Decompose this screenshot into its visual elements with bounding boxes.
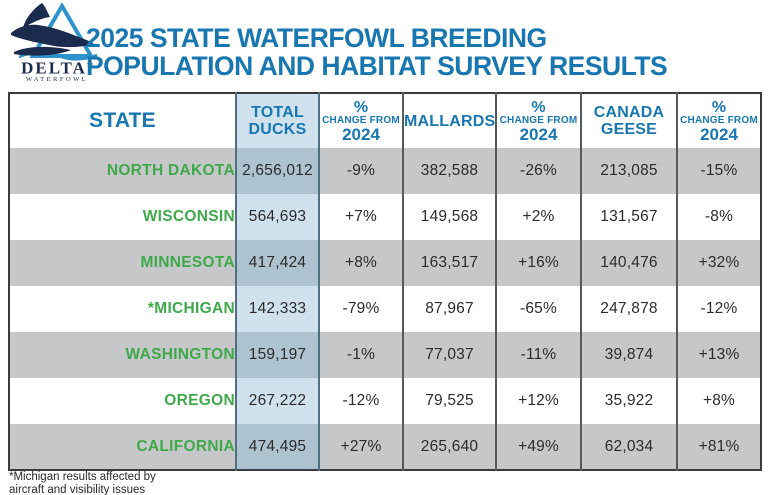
state-name: WASHINGTON: [9, 332, 236, 378]
geese-pct-change: -8%: [676, 194, 761, 240]
total-ducks-pct-change: +27%: [318, 424, 403, 470]
total-ducks-pct-change: -9%: [318, 148, 403, 194]
canada-geese-value: 35,922: [580, 378, 677, 424]
column-header-ducks-pct-change: % CHANGE FROM 2024: [318, 93, 403, 148]
mallards-value: 149,568: [402, 194, 496, 240]
mallards-pct-change: -11%: [495, 332, 581, 378]
table-row-washington: WASHINGTON 159,197 -1% 77,037 -11% 39,87…: [9, 332, 761, 378]
column-header-mallards-pct-change: % CHANGE FROM 2024: [495, 93, 581, 148]
mallards-value: 79,525: [402, 378, 496, 424]
mallards-value: 382,588: [402, 148, 496, 194]
state-name: NORTH DAKOTA: [9, 148, 236, 194]
total-ducks-value: 267,222: [235, 378, 320, 424]
total-ducks-value: 417,424: [235, 240, 320, 286]
header-row: STATE TOTAL DUCKS % CHANGE FROM 2024 MAL…: [9, 93, 761, 148]
total-ducks-value: 159,197: [235, 332, 320, 378]
geese-pct-change: -12%: [676, 286, 761, 332]
table-row-michigan: *MICHIGAN 142,333 -79% 87,967 -65% 247,8…: [9, 286, 761, 332]
logo-tagline: WATERFOWL: [25, 75, 89, 83]
table-row-wisconsin: WISCONSIN 564,693 +7% 149,568 +2% 131,56…: [9, 194, 761, 240]
table-row-oregon: OREGON 267,222 -12% 79,525 +12% 35,922 +…: [9, 378, 761, 424]
column-header-geese-pct-change: % CHANGE FROM 2024: [676, 93, 761, 148]
total-ducks-value: 474,495: [235, 424, 320, 470]
geese-pct-change: +32%: [676, 240, 761, 286]
state-name: WISCONSIN: [142, 208, 235, 225]
canada-geese-value: 247,878: [580, 286, 677, 332]
page-title: 2025 STATE WATERFOWL BREEDING POPULATION…: [86, 23, 668, 81]
geese-pct-change: +8%: [676, 378, 761, 424]
footnote-line-1: *Michigan results affected by: [9, 471, 156, 483]
canada-geese-value: 140,476: [580, 240, 677, 286]
mallards-pct-change: -65%: [495, 286, 581, 332]
canada-geese-value: 39,874: [580, 332, 677, 378]
mallards-pct-change: +16%: [495, 240, 581, 286]
total-ducks-pct-change: -12%: [318, 378, 403, 424]
canada-geese-value: 62,034: [580, 424, 677, 470]
mallards-value: 77,037: [402, 332, 496, 378]
mallards-pct-change: +2%: [495, 194, 581, 240]
column-header-canada-geese: CANADA GEESE: [580, 93, 677, 148]
trademark-symbol: ™: [86, 63, 93, 69]
title-line-2: POPULATION AND HABITAT SURVEY RESULTS: [86, 51, 668, 81]
mallards-pct-change: -26%: [495, 148, 581, 194]
total-ducks-value: 142,333: [235, 286, 320, 332]
title-line-1: 2025 STATE WATERFOWL BREEDING: [86, 23, 547, 53]
mallards-value: 163,517: [402, 240, 496, 286]
table-row-minnesota: MINNESOTA 417,424 +8% 163,517 +16% 140,4…: [9, 240, 761, 286]
survey-results-table: STATE TOTAL DUCKS % CHANGE FROM 2024 MAL…: [8, 92, 762, 471]
mallards-pct-change: +12%: [495, 378, 581, 424]
total-ducks-pct-change: -1%: [318, 332, 403, 378]
state-name: *MICHIGAN: [147, 300, 235, 317]
footnote-line-2: aircraft and visibility issues: [9, 484, 146, 495]
logo-wordmark: DELTA™: [21, 58, 93, 78]
mallards-value: 265,640: [402, 424, 496, 470]
mallards-pct-change: +49%: [495, 424, 581, 470]
state-name: MINNESOTA: [9, 240, 236, 286]
canada-geese-value: 213,085: [580, 148, 677, 194]
total-ducks-pct-change: +7%: [318, 194, 403, 240]
state-name: CALIFORNIA: [9, 424, 236, 470]
geese-pct-change: +81%: [676, 424, 761, 470]
column-header-state: STATE: [9, 93, 236, 148]
michigan-footnote: *Michigan results affected by aircraft a…: [9, 471, 156, 495]
total-ducks-pct-change: -79%: [318, 286, 403, 332]
geese-pct-change: +13%: [676, 332, 761, 378]
delta-waterfowl-logo: DELTA™ WATERFOWL: [9, 3, 105, 84]
flying-duck-delta-icon: [11, 3, 98, 61]
total-ducks-pct-change: +8%: [318, 240, 403, 286]
mallards-value: 87,967: [402, 286, 496, 332]
column-header-total-ducks: TOTAL DUCKS: [235, 93, 320, 148]
table-row-north-dakota: NORTH DAKOTA 2,656,012 -9% 382,588 -26% …: [9, 148, 761, 194]
column-header-mallards: MALLARDS: [402, 93, 496, 148]
geese-pct-change: -15%: [676, 148, 761, 194]
state-name: OREGON: [164, 392, 235, 409]
canada-geese-value: 131,567: [580, 194, 677, 240]
total-ducks-value: 2,656,012: [235, 148, 320, 194]
table-row-california: CALIFORNIA 474,495 +27% 265,640 +49% 62,…: [9, 424, 761, 470]
total-ducks-value: 564,693: [235, 194, 320, 240]
